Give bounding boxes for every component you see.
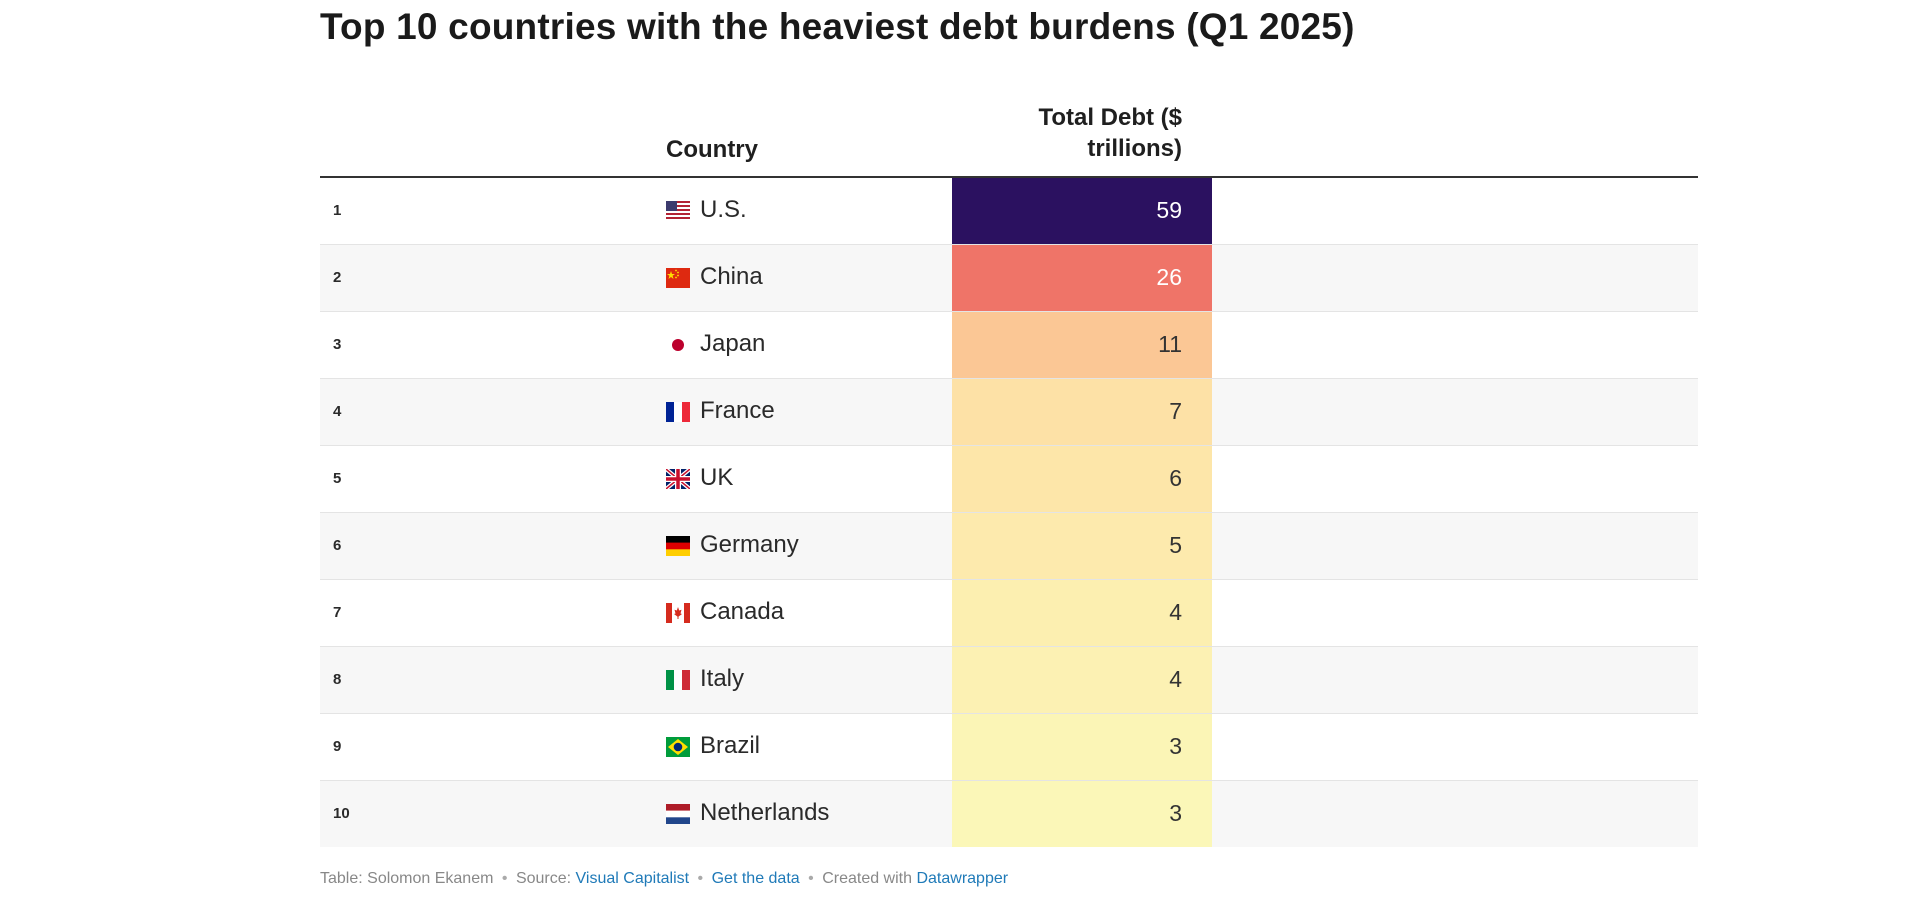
us-flag-icon: [666, 201, 690, 221]
debt-value: 5: [1169, 532, 1182, 558]
china-flag-icon: [666, 268, 690, 288]
france-flag-icon: [666, 402, 690, 422]
country-cell: Japan: [700, 330, 766, 357]
table-row: 2 China 26: [320, 245, 1698, 312]
column-header-total-debt[interactable]: Total Debt ($ trillions): [952, 102, 1182, 164]
debt-heat-cell: 4: [952, 580, 1212, 646]
rank-cell: 8: [333, 671, 342, 688]
table-row: 8 Italy 4: [320, 647, 1698, 714]
rank-cell: 3: [333, 336, 342, 353]
table-row: 6 Germany 5: [320, 513, 1698, 580]
rank-cell: 7: [333, 604, 342, 621]
debt-value: 4: [1169, 599, 1182, 625]
rank-cell: 4: [333, 403, 342, 420]
datawrapper-link[interactable]: Datawrapper: [916, 870, 1009, 887]
column-header-total-debt-line1: Total Debt ($: [1038, 104, 1182, 131]
debt-value: 7: [1169, 398, 1182, 424]
debt-value: 3: [1169, 800, 1182, 826]
table-row: 9 Brazil 3: [320, 714, 1698, 781]
table-row: 3 Japan 11: [320, 312, 1698, 379]
debt-heat-cell: 26: [952, 245, 1212, 311]
footer-source-label: Source:: [515, 870, 572, 887]
country-cell: UK: [700, 464, 734, 491]
chart-footer: Table: Solomon Ekanem • Source: Visual C…: [320, 870, 1008, 888]
debt-value: 11: [1158, 331, 1182, 357]
table-row: 7 Canada 4: [320, 580, 1698, 647]
debt-value: 26: [1156, 264, 1182, 290]
table-row: 10 Netherlands 3: [320, 781, 1698, 847]
rank-cell: 5: [333, 470, 342, 487]
rank-cell: 2: [333, 269, 342, 286]
country-cell: Germany: [700, 531, 799, 558]
chart-title: Top 10 countries with the heaviest debt …: [320, 6, 1355, 47]
table-row: 1 U.S. 59: [320, 178, 1698, 245]
table-row: 5 UK 6: [320, 446, 1698, 513]
debt-heat-cell: 5: [952, 513, 1212, 579]
canada-flag-icon: [666, 603, 690, 623]
rank-cell: 9: [333, 738, 342, 755]
footer-created-with: Created with: [822, 870, 913, 887]
table-header: Country Total Debt ($ trillions): [320, 96, 1698, 178]
country-cell: France: [700, 397, 775, 424]
column-header-country[interactable]: Country: [666, 136, 758, 163]
japan-flag-icon: [666, 335, 690, 355]
country-cell: China: [700, 263, 763, 290]
rank-cell: 10: [333, 805, 350, 822]
debt-value: 4: [1169, 666, 1182, 692]
table-row: 4 France 7: [320, 379, 1698, 446]
country-cell: Brazil: [700, 732, 761, 759]
debt-heat-cell: 7: [952, 379, 1212, 445]
uk-flag-icon: [666, 469, 690, 489]
footer-separator: •: [501, 870, 508, 887]
country-cell: Canada: [700, 598, 785, 625]
debt-heat-cell: 3: [952, 714, 1212, 780]
get-the-data-link[interactable]: Get the data: [711, 870, 800, 887]
debt-value: 6: [1169, 465, 1182, 491]
rank-cell: 1: [333, 202, 342, 219]
country-cell: U.S.: [700, 196, 747, 223]
rank-cell: 6: [333, 537, 342, 554]
debt-value: 59: [1156, 197, 1182, 223]
germany-flag-icon: [666, 536, 690, 556]
debt-heat-cell: 11: [952, 312, 1212, 378]
source-link[interactable]: Visual Capitalist: [575, 870, 690, 887]
footer-separator: •: [697, 870, 704, 887]
debt-heat-cell: 4: [952, 647, 1212, 713]
italy-flag-icon: [666, 670, 690, 690]
table-body: 1 U.S. 59 2 China 26 3 Japan 11 4 France 7 5 UK 6 6 Germ…: [320, 178, 1698, 847]
netherlands-flag-icon: [666, 804, 690, 824]
brazil-flag-icon: [666, 737, 690, 757]
debt-heat-cell: 3: [952, 781, 1212, 847]
column-header-total-debt-line2: trillions): [1087, 135, 1182, 162]
debt-table: Country Total Debt ($ trillions) 1 U.S. 59…: [320, 96, 1698, 847]
country-cell: Italy: [700, 665, 745, 692]
debt-heat-cell: 6: [952, 446, 1212, 512]
footer-table-by: Table: Solomon Ekanem: [320, 870, 494, 887]
debt-heat-cell: 59: [952, 178, 1212, 244]
footer-separator: •: [808, 870, 814, 887]
debt-value: 3: [1169, 733, 1182, 759]
country-cell: Netherlands: [700, 799, 830, 826]
